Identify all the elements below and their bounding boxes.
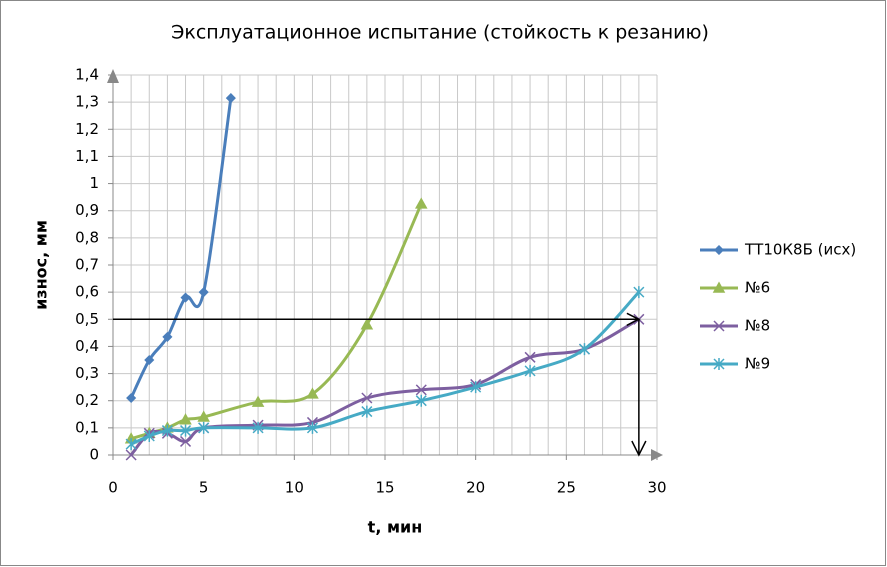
x-axis-arrow	[651, 449, 663, 461]
y-tick-label: 0,4	[75, 337, 99, 355]
y-tick-label: 1	[89, 174, 99, 192]
point	[633, 286, 645, 299]
y-tick-label: 1,2	[75, 120, 99, 138]
point	[161, 424, 173, 437]
y-tick-label: 0,3	[75, 364, 99, 382]
x-axis-label: t, мин	[368, 518, 423, 537]
y-tick-label: 0	[89, 446, 99, 464]
x-tick-label: 10	[285, 479, 304, 497]
point	[144, 354, 155, 366]
point	[361, 392, 373, 404]
point	[125, 449, 137, 461]
chart-title: Эксплуатационное испытание (стойкость к …	[171, 22, 709, 44]
y-axis-arrow	[107, 69, 119, 83]
y-axis-label: износ, мм	[32, 220, 51, 310]
point	[524, 351, 536, 363]
point	[162, 331, 173, 342]
point	[470, 381, 482, 394]
point	[126, 392, 137, 404]
legend-label: №6	[745, 279, 770, 297]
point	[198, 287, 209, 298]
x-tick-label: 25	[557, 479, 576, 497]
point	[713, 320, 725, 332]
legend-label: ТТ10К8Б (исх)	[744, 241, 856, 259]
point	[225, 93, 236, 104]
point	[360, 318, 374, 330]
point	[524, 364, 536, 377]
point	[414, 197, 428, 209]
y-tick-label: 1,1	[75, 147, 99, 165]
point	[712, 281, 726, 293]
point	[180, 435, 192, 447]
point	[306, 387, 319, 399]
point	[125, 438, 137, 451]
y-tick-label: 0,2	[75, 391, 99, 409]
y-tick-label: 0,8	[75, 228, 99, 246]
legend-label: №9	[745, 355, 770, 373]
point	[578, 343, 590, 356]
y-tick-label: 0,6	[75, 283, 99, 301]
x-tick-label: 20	[466, 479, 485, 497]
y-tick-label: 0,5	[75, 310, 99, 328]
y-tick-label: 0,9	[75, 201, 99, 219]
y-tick-label: 1,4	[75, 66, 99, 84]
point	[180, 424, 192, 437]
point	[143, 430, 155, 442]
point	[198, 421, 210, 434]
x-tick-label: 30	[647, 479, 666, 497]
point	[713, 244, 725, 256]
point	[252, 421, 264, 434]
x-tick-label: 15	[375, 479, 394, 497]
guide-arrow	[631, 440, 647, 457]
y-tick-label: 0,1	[75, 418, 99, 436]
point	[179, 413, 192, 425]
point	[415, 384, 427, 396]
point	[251, 395, 265, 407]
point	[361, 405, 373, 418]
point	[197, 410, 210, 422]
y-tick-label: 1,3	[75, 93, 99, 111]
point	[415, 394, 427, 407]
point	[306, 421, 318, 434]
point	[180, 292, 191, 303]
x-tick-label: 5	[199, 479, 209, 497]
y-tick-label: 0,7	[75, 256, 99, 274]
x-tick-label: 0	[108, 479, 118, 497]
legend-label: №8	[745, 317, 770, 335]
point	[713, 358, 725, 370]
